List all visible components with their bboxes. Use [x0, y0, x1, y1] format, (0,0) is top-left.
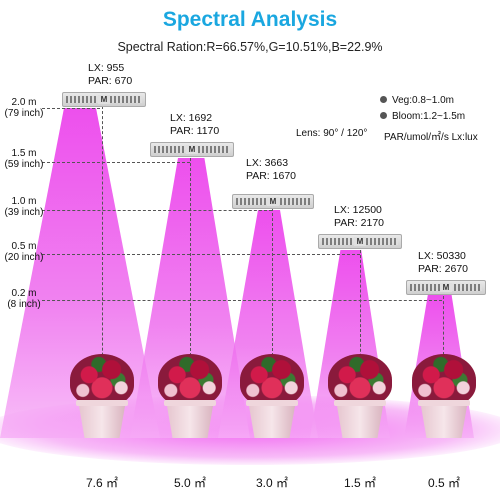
- coverage-area-2: 5.0 ㎡: [173, 476, 207, 490]
- par-value: PAR: 1170: [170, 124, 220, 137]
- flower-pot: [337, 406, 383, 438]
- grow-light-4: M: [318, 234, 402, 249]
- flower-pot: [167, 406, 213, 438]
- legend-veg: Veg:0.8~1.0m: [380, 95, 454, 106]
- grow-light-2: M: [150, 142, 234, 157]
- lux-value: LX: 50330: [418, 250, 466, 262]
- center-line-5: [443, 296, 444, 411]
- bullet-dot-icon: [380, 96, 387, 103]
- pot-rim: [164, 400, 216, 406]
- pot-rim: [246, 400, 298, 406]
- grow-light-3: M: [232, 194, 314, 209]
- height-inches: (79 inch): [4, 108, 44, 119]
- lamp-4-readings: LX: 12500 PAR: 2170: [334, 204, 384, 229]
- lamp-3-readings: LX: 3663 PAR: 1670: [246, 157, 296, 182]
- grow-light-5: M: [406, 280, 486, 295]
- lamp-2-readings: LX: 1692 PAR: 1170: [170, 112, 219, 137]
- height-line-1m: [42, 210, 272, 211]
- brand-logo-icon: M: [186, 145, 198, 154]
- center-line-1: [102, 106, 103, 411]
- height-inches: (8 inch): [7, 299, 41, 310]
- lamp-5-readings: LX: 50330 PAR: 2670: [418, 250, 468, 275]
- height-inches: (39 inch): [4, 207, 44, 218]
- height-line-2m: [42, 108, 100, 109]
- coverage-area-4: 1.5 ㎡: [343, 476, 377, 490]
- height-line-0-5m: [42, 254, 360, 255]
- legend-bloom: Bloom:1.2~1.5m: [380, 111, 465, 122]
- coverage-area-5: 0.5 ㎡: [427, 476, 461, 490]
- center-line-2: [190, 158, 191, 411]
- page-title: Spectral Analysis: [162, 8, 338, 31]
- flower-bush: [70, 354, 134, 406]
- spectral-ratio: Spectral Ration:R=66.57%,G=10.51%,B=22.9…: [117, 40, 383, 54]
- pot-rim: [76, 400, 128, 406]
- center-line-3: [272, 208, 273, 411]
- height-meters: 1.0 m: [11, 196, 37, 207]
- pot-rim: [418, 400, 470, 406]
- flower-bush: [158, 354, 222, 406]
- par-value: PAR: 2170: [334, 216, 385, 229]
- lamp-1-readings: LX: 955 PAR: 670: [88, 62, 132, 87]
- par-value: PAR: 670: [88, 74, 133, 87]
- height-meters: 0.5 m: [11, 241, 37, 252]
- brand-logo-icon: M: [440, 283, 452, 292]
- lux-value: LX: 12500: [334, 204, 382, 216]
- grow-light-1: M: [62, 92, 146, 107]
- units-label: PAR/umol/㎡/s Lx:lux: [384, 132, 478, 143]
- plant-4: [328, 354, 392, 438]
- flower-bush: [240, 354, 304, 406]
- veg-label: Veg:0.8~1.0m: [392, 95, 454, 106]
- center-line-4: [360, 250, 361, 411]
- flower-bush: [328, 354, 392, 406]
- flower-pot: [421, 406, 467, 438]
- height-label-2m: 2.0 m (79 inch): [2, 97, 46, 119]
- height-label-1m: 1.0 m (39 inch): [2, 196, 46, 218]
- plant-2: [158, 354, 222, 438]
- height-label-0-2m: 0.2 m (8 inch): [2, 288, 46, 310]
- height-meters: 1.5 m: [11, 148, 37, 159]
- lux-value: LX: 955: [88, 62, 125, 74]
- height-line-1-5m: [42, 162, 190, 163]
- bullet-dot-icon: [380, 112, 387, 119]
- lux-value: LX: 1692: [170, 112, 213, 124]
- brand-logo-icon: M: [98, 95, 110, 104]
- flower-pot: [249, 406, 295, 438]
- par-value: PAR: 1670: [246, 169, 297, 182]
- height-meters: 2.0 m: [11, 97, 37, 108]
- bloom-label: Bloom:1.2~1.5m: [392, 111, 466, 122]
- flower-pot: [79, 406, 125, 438]
- flower-bush: [412, 354, 476, 406]
- legend-units: PAR/umol/㎡/s Lx:lux: [384, 128, 478, 143]
- height-inches: (20 inch): [4, 252, 44, 263]
- plant-5: [412, 354, 476, 438]
- height-label-0-5m: 0.5 m (20 inch): [2, 241, 46, 263]
- height-label-1-5m: 1.5 m (59 inch): [2, 148, 46, 170]
- par-value: PAR: 2670: [418, 262, 469, 275]
- height-line-0-2m: [42, 300, 442, 301]
- legend-lens: Lens: 90° / 120°: [296, 128, 367, 139]
- lens-label: Lens: 90° / 120°: [296, 128, 368, 139]
- height-meters: 0.2 m: [11, 288, 37, 299]
- lux-value: LX: 3663: [246, 157, 289, 169]
- height-inches: (59 inch): [4, 159, 44, 170]
- coverage-area-1: 7.6 ㎡: [85, 476, 119, 490]
- pot-rim: [334, 400, 386, 406]
- brand-logo-icon: M: [354, 237, 366, 246]
- coverage-area-3: 3.0 ㎡: [255, 476, 289, 490]
- plant-1: [70, 354, 134, 438]
- plant-3: [240, 354, 304, 438]
- brand-logo-icon: M: [267, 197, 279, 206]
